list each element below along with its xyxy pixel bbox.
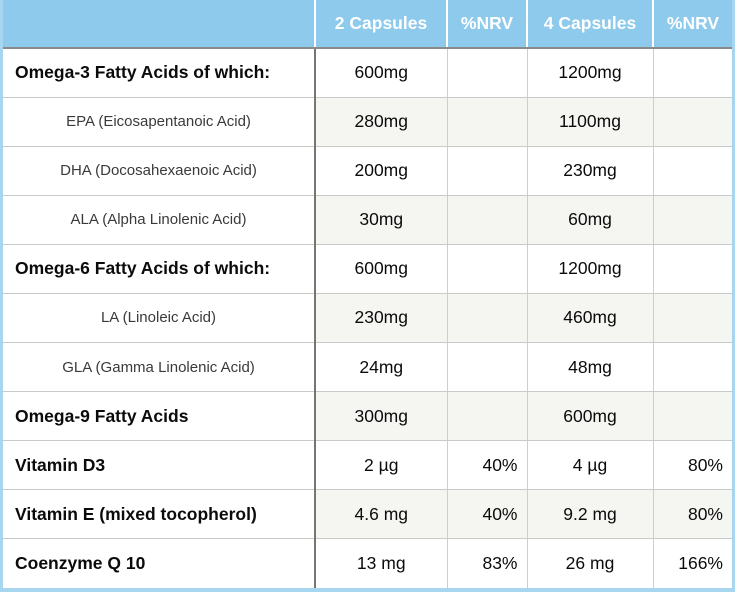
nutrient-label: LA (Linoleic Acid) <box>3 292 315 343</box>
value-nrv2: 40% <box>446 489 527 539</box>
value-nrv4: 80% <box>652 489 732 539</box>
value-2caps: 2 µg <box>314 440 447 490</box>
value-nrv4 <box>652 292 732 343</box>
value-2caps: 200mg <box>314 145 447 196</box>
nutrient-label: Coenzyme Q 10 <box>3 538 315 588</box>
nutrient-label: EPA (Eicosapentanoic Acid) <box>3 96 315 147</box>
value-nrv2 <box>446 243 527 294</box>
value-2caps: 230mg <box>314 292 447 343</box>
row-omega9: Omega-9 Fatty Acids 300mg 600mg <box>3 391 732 441</box>
value-4caps: 60mg <box>526 194 653 245</box>
value-4caps: 48mg <box>526 341 653 392</box>
value-nrv4 <box>652 341 732 392</box>
value-4caps: 1200mg <box>526 48 653 98</box>
nutrient-label: Omega-3 Fatty Acids of which: <box>3 48 315 98</box>
header-cell-nrv-2: %NRV <box>652 0 732 49</box>
value-nrv2 <box>446 341 527 392</box>
nutrient-label: GLA (Gamma Linolenic Acid) <box>3 341 315 392</box>
value-2caps: 24mg <box>314 341 447 392</box>
row-dha: DHA (Docosahexaenoic Acid) 200mg 230mg <box>3 145 732 196</box>
table-header: 2 Capsules %NRV 4 Capsules %NRV <box>3 0 732 49</box>
value-nrv4 <box>652 194 732 245</box>
value-nrv4 <box>652 48 732 98</box>
value-nrv4 <box>652 391 732 441</box>
value-nrv4: 166% <box>652 538 732 588</box>
value-nrv2 <box>446 145 527 196</box>
value-nrv2 <box>446 194 527 245</box>
row-gla: GLA (Gamma Linolenic Acid) 24mg 48mg <box>3 341 732 392</box>
value-nrv2: 83% <box>446 538 527 588</box>
row-la: LA (Linoleic Acid) 230mg 460mg <box>3 292 732 343</box>
nutrient-label: Omega-9 Fatty Acids <box>3 391 315 441</box>
row-ala: ALA (Alpha Linolenic Acid) 30mg 60mg <box>3 194 732 245</box>
value-nrv2 <box>446 391 527 441</box>
value-nrv2 <box>446 292 527 343</box>
value-2caps: 280mg <box>314 96 447 147</box>
value-nrv4 <box>652 145 732 196</box>
row-vitamin-e: Vitamin E (mixed tocopherol) 4.6 mg 40% … <box>3 489 732 539</box>
header-cell-blank <box>3 0 315 49</box>
value-nrv4 <box>652 243 732 294</box>
row-omega3: Omega-3 Fatty Acids of which: 600mg 1200… <box>3 48 732 98</box>
nutrient-label: ALA (Alpha Linolenic Acid) <box>3 194 315 245</box>
row-coenzyme-q10: Coenzyme Q 10 13 mg 83% 26 mg 166% <box>3 538 732 588</box>
value-4caps: 4 µg <box>526 440 653 490</box>
value-2caps: 30mg <box>314 194 447 245</box>
value-2caps: 4.6 mg <box>314 489 447 539</box>
value-4caps: 1100mg <box>526 96 653 147</box>
value-4caps: 1200mg <box>526 243 653 294</box>
nutrient-label: Vitamin D3 <box>3 440 315 490</box>
header-cell-4-capsules: 4 Capsules <box>526 0 653 49</box>
row-epa: EPA (Eicosapentanoic Acid) 280mg 1100mg <box>3 96 732 147</box>
value-nrv2: 40% <box>446 440 527 490</box>
nutrient-label: Omega-6 Fatty Acids of which: <box>3 243 315 294</box>
header-row: 2 Capsules %NRV 4 Capsules %NRV <box>3 0 732 49</box>
nutrition-table: 2 Capsules %NRV 4 Capsules %NRV Omega-3 … <box>3 0 732 588</box>
value-4caps: 460mg <box>526 292 653 343</box>
value-nrv2 <box>446 96 527 147</box>
value-2caps: 300mg <box>314 391 447 441</box>
value-4caps: 230mg <box>526 145 653 196</box>
value-nrv2 <box>446 48 527 98</box>
table-body: Omega-3 Fatty Acids of which: 600mg 1200… <box>3 48 732 588</box>
value-4caps: 26 mg <box>526 538 653 588</box>
row-omega6: Omega-6 Fatty Acids of which: 600mg 1200… <box>3 243 732 294</box>
value-nrv4 <box>652 96 732 147</box>
value-2caps: 13 mg <box>314 538 447 588</box>
nutrient-label: DHA (Docosahexaenoic Acid) <box>3 145 315 196</box>
header-cell-nrv-1: %NRV <box>446 0 527 49</box>
value-2caps: 600mg <box>314 48 447 98</box>
value-nrv4: 80% <box>652 440 732 490</box>
nutrient-label: Vitamin E (mixed tocopherol) <box>3 489 315 539</box>
value-4caps: 600mg <box>526 391 653 441</box>
value-4caps: 9.2 mg <box>526 489 653 539</box>
value-2caps: 600mg <box>314 243 447 294</box>
header-cell-2-capsules: 2 Capsules <box>314 0 447 49</box>
row-vitamin-d3: Vitamin D3 2 µg 40% 4 µg 80% <box>3 440 732 490</box>
